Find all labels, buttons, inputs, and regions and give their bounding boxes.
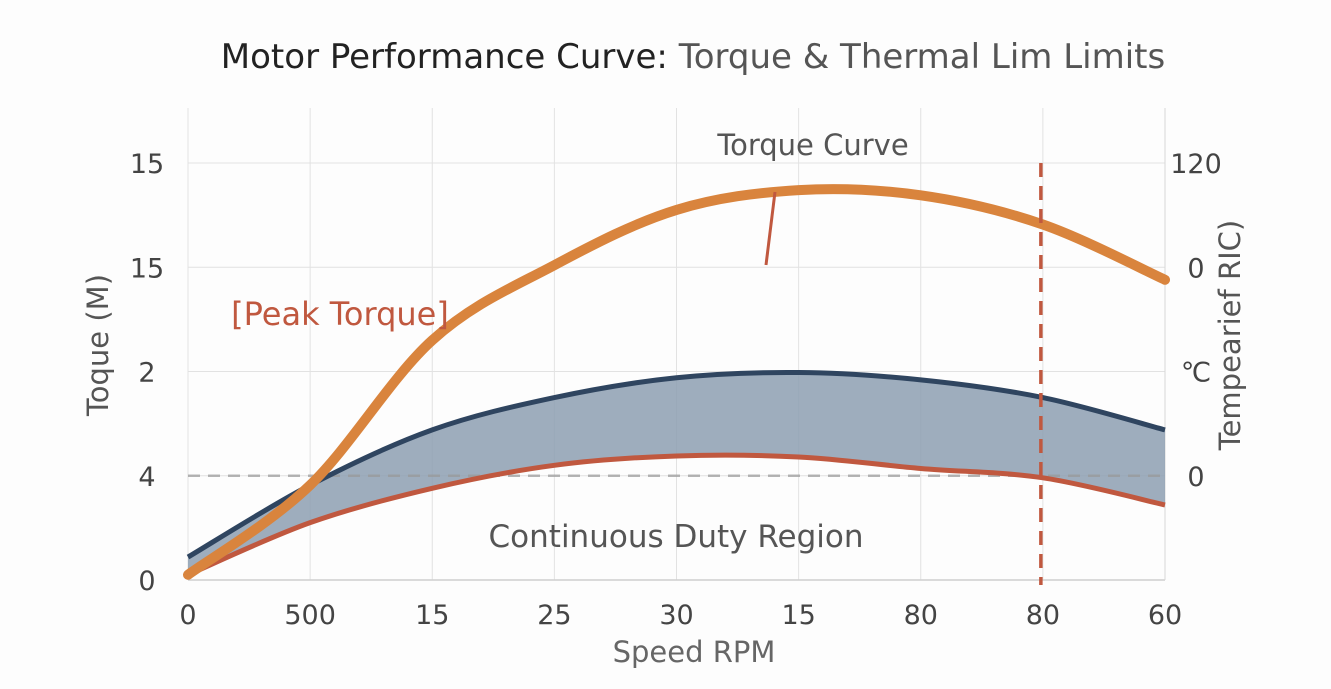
y-axis-label: Toque (M) xyxy=(81,274,115,417)
x-tick-label: 15 xyxy=(781,600,815,631)
y-tick-label: 2 xyxy=(138,358,155,389)
series-line-upper xyxy=(186,369,1166,560)
y-tick-label: 4 xyxy=(138,462,155,493)
tick-labels: 0 500 15 25 30 15 80 80 60 0 4 2 15 15 0 ℃ 0 120 xyxy=(130,149,1222,631)
y-tick-label: 15 xyxy=(130,149,164,180)
title-main: Motor Performance Curve: xyxy=(221,37,668,77)
x-tick-label: 80 xyxy=(904,600,938,631)
annotation-torque-curve: Torque Curve xyxy=(716,128,908,162)
series-line-lower xyxy=(187,452,1166,578)
x-tick-label: 0 xyxy=(179,600,196,631)
y-tick-label: 0 xyxy=(138,566,155,597)
y2-axis-label: Tempearief RIC) xyxy=(1213,220,1247,451)
x-tick-label: 60 xyxy=(1148,600,1182,631)
y2-tick-label: 0 xyxy=(1187,462,1204,493)
y2-tick-label: ℃ xyxy=(1181,358,1211,389)
x-tick-label: 15 xyxy=(415,600,449,631)
continuous-duty-region xyxy=(188,372,1165,575)
x-tick-label: 80 xyxy=(1026,600,1060,631)
x-axis-label: Speed RPM xyxy=(613,635,776,669)
title-suffix: Torque & Thermal Lim Limits xyxy=(678,37,1166,77)
x-tick-label: 25 xyxy=(537,600,571,631)
series-line-torque xyxy=(183,184,1170,580)
x-tick-label: 500 xyxy=(284,600,336,631)
annotation-pointer xyxy=(764,191,777,266)
x-tick-label: 30 xyxy=(659,600,693,631)
y-tick-label: 15 xyxy=(130,253,164,284)
chart-title: Motor Performance Curve: Torque & Therma… xyxy=(221,37,1165,77)
annotation-peak-torque: [Peak Torque] xyxy=(231,295,449,333)
annotation-region: Continuous Duty Region xyxy=(489,519,864,555)
y2-tick-label: 120 xyxy=(1170,149,1222,180)
y2-tick-label: 0 xyxy=(1187,253,1204,284)
plot-marks xyxy=(183,163,1170,585)
